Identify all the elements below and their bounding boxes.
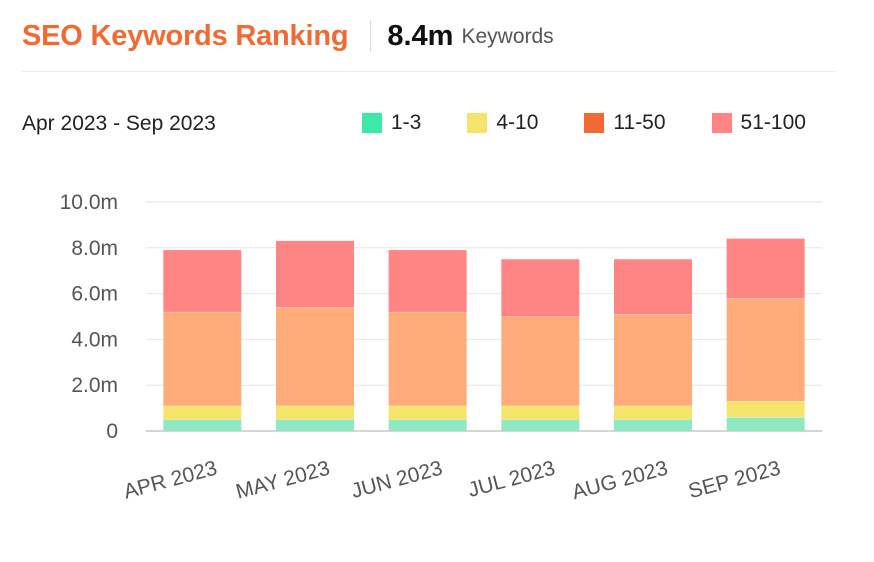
bar-segment-11-50 [276,307,354,406]
y-tick-label: 4.0m [71,328,118,351]
header-divider [370,20,372,52]
y-tick-label: 2.0m [71,374,118,397]
bar-segment-4-10 [388,405,467,420]
bar-segment-51-100 [501,259,580,317]
legend-swatch [362,113,382,133]
date-range: Apr 2023 - Sep 2023 [22,112,216,135]
legend-item-4-10[interactable]: 4-10 [467,111,538,135]
legend-swatch [711,113,732,133]
legend-label: 1-3 [391,111,422,134]
x-tick-label: SEP 2023 [686,457,783,504]
bar-segment-51-100 [614,259,692,315]
y-tick-label: 10.0m [60,191,118,214]
legend-label: 4-10 [496,111,539,134]
bar-segment-4-10 [726,401,805,418]
bar-segment-11-50 [501,316,580,406]
x-tick-label: MAY 2023 [233,457,332,504]
bar-segment-1-3 [501,419,580,431]
x-tick-label: AUG 2023 [570,457,671,505]
bar-segment-51-100 [388,250,467,312]
y-tick-label: 6.0m [71,283,118,306]
bar-segment-51-100 [163,250,242,312]
bar-segment-1-3 [276,419,354,431]
bar-segment-1-3 [614,419,692,431]
bar-segment-11-50 [614,314,692,406]
legend-item-11-50[interactable]: 11-50 [584,111,666,135]
bar-segment-11-50 [726,298,805,402]
bar-segment-11-50 [163,311,242,406]
header-rule [22,71,836,72]
bar-segment-11-50 [388,311,467,406]
bar-segment-4-10 [614,405,692,420]
legend: 1-3 4-10 11-50 51-100 [362,111,806,135]
y-tick-label: 8.0m [71,237,118,260]
x-tick-label: APR 2023 [121,457,219,504]
legend-label: 51-100 [740,111,806,134]
bar-segment-1-3 [163,419,242,431]
bar-segment-1-3 [388,419,467,431]
legend-item-51-100[interactable]: 51-100 [711,111,806,135]
bar-segment-51-100 [276,240,354,308]
chart-header: SEO Keywords Ranking 8.4m Keywords [22,16,554,56]
total-keywords-value: 8.4m [387,19,454,52]
legend-swatch [467,113,488,133]
x-tick-label: JUN 2023 [349,457,445,503]
bar-segment-4-10 [163,405,242,420]
bar-segment-51-100 [726,238,805,299]
legend-swatch [584,113,605,133]
bar-segment-4-10 [501,405,580,420]
chart-title: SEO Keywords Ranking [22,19,349,52]
y-tick-label: 0 [106,420,118,443]
bar-segment-1-3 [726,417,805,431]
total-keywords-label: Keywords [461,25,554,48]
x-tick-label: JUL 2023 [466,457,558,502]
legend-item-1-3[interactable]: 1-3 [362,111,421,135]
bar-segment-4-10 [276,405,354,420]
legend-label: 11-50 [613,111,666,134]
